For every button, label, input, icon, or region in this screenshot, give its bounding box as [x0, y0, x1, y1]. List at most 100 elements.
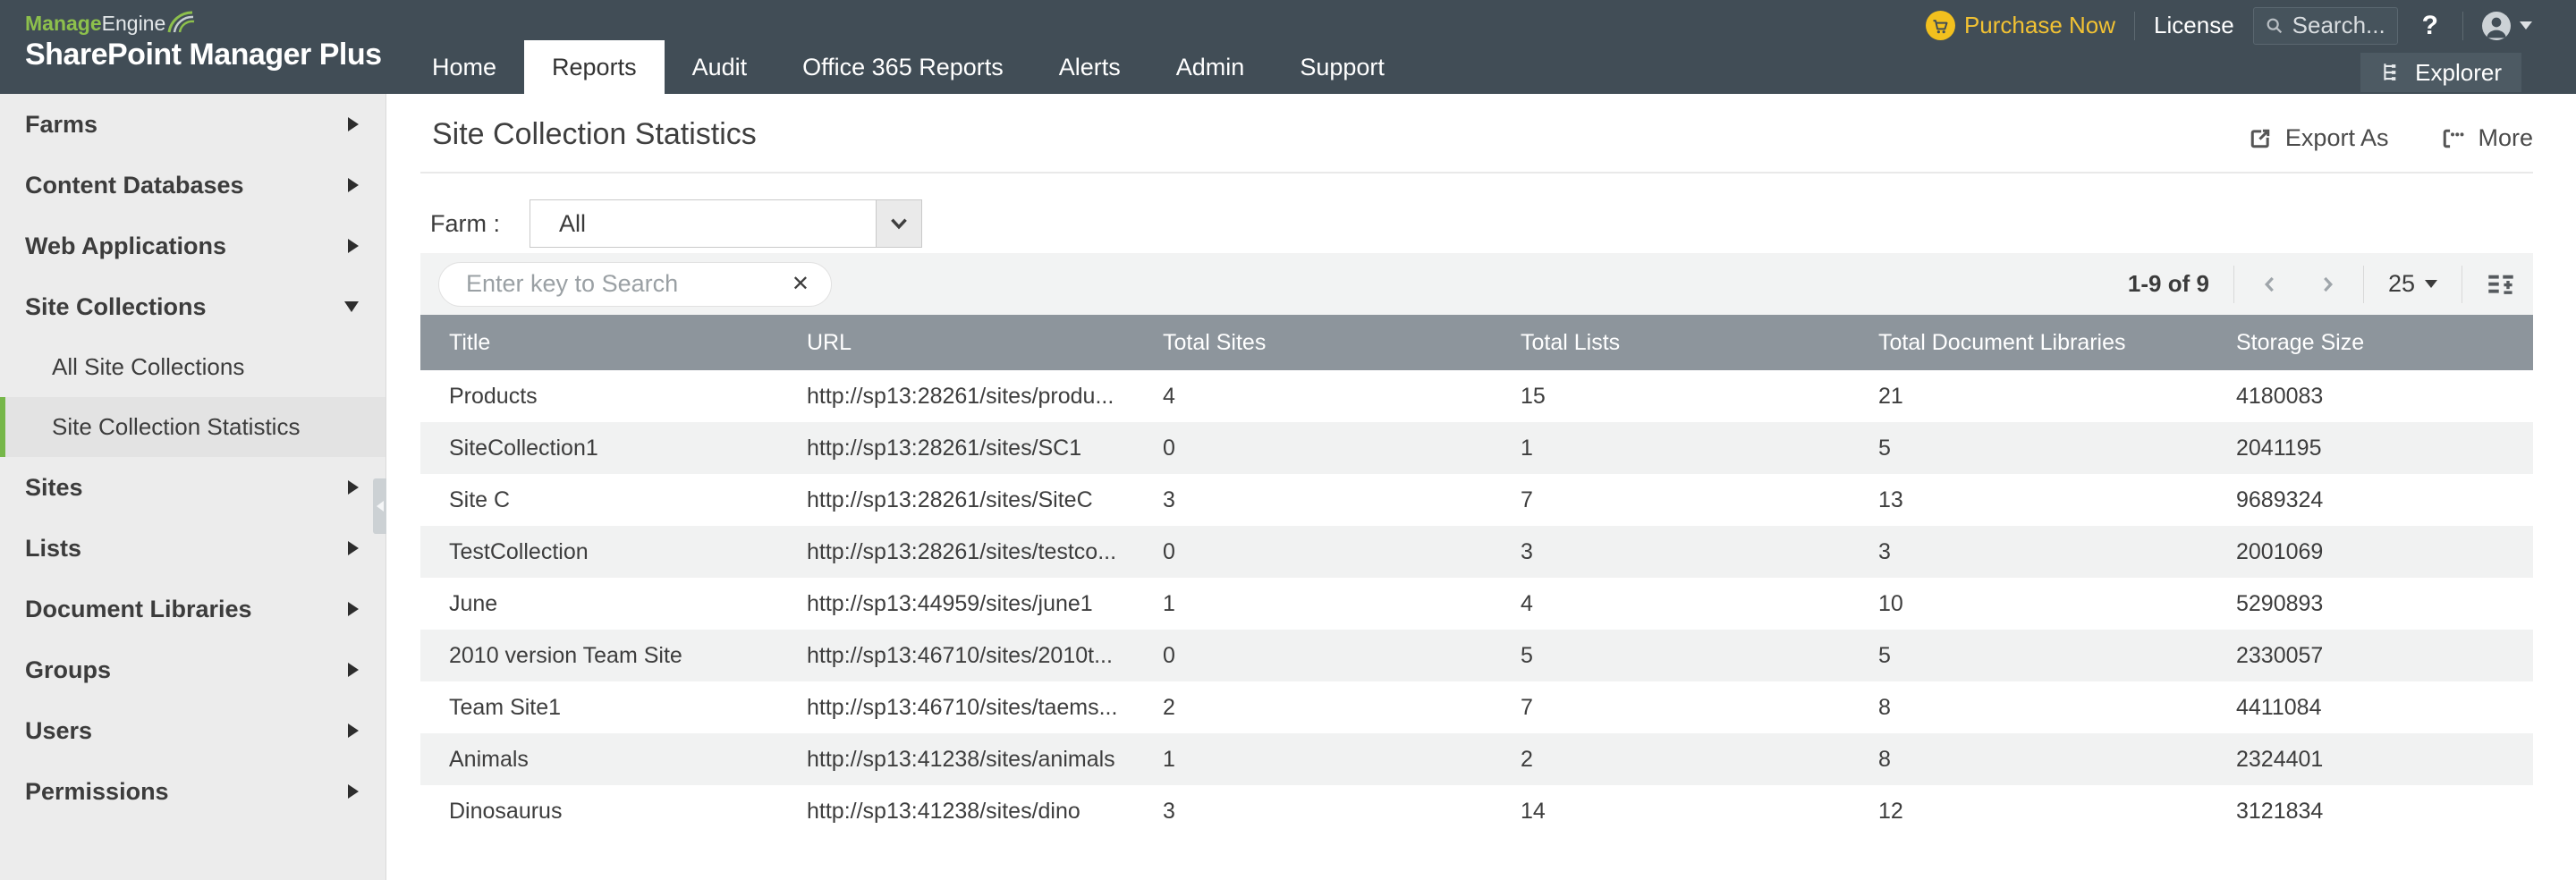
cell-total-sites: 0 — [1163, 435, 1175, 461]
column-header-url[interactable]: URL — [807, 329, 852, 355]
sidebar-item-label: Groups — [25, 656, 112, 683]
product-name: SharePoint Manager Plus — [25, 38, 382, 72]
sidebar-item-farms[interactable]: Farms — [0, 94, 386, 155]
help-button[interactable]: ? — [2421, 10, 2438, 40]
sidebar-item-label: Farms — [25, 110, 98, 138]
cell-title: Dinosaurus — [449, 798, 563, 824]
page-size-select[interactable]: 25 — [2388, 270, 2437, 298]
table-header: Title URL Total Sites Total Lists Total … — [420, 315, 2533, 370]
column-header-total-sites[interactable]: Total Sites — [1163, 329, 1267, 355]
chevron-right-icon — [348, 541, 359, 555]
table-row[interactable]: Site C http://sp13:28261/sites/SiteC 3 7… — [420, 474, 2533, 526]
cell-title: Site C — [449, 487, 511, 512]
table-row[interactable]: Products http://sp13:28261/sites/produ..… — [420, 370, 2533, 422]
table-row[interactable]: Animals http://sp13:41238/sites/animals … — [420, 733, 2533, 785]
sidebar: Farms Content Databases Web Applications… — [0, 94, 386, 880]
cell-total-document-libraries: 21 — [1878, 383, 1903, 409]
sidebar-item-groups[interactable]: Groups — [0, 639, 386, 700]
tab-alerts[interactable]: Alerts — [1058, 53, 1121, 80]
sidebar-item-site-collection-statistics[interactable]: Site Collection Statistics — [0, 397, 386, 457]
sidebar-item-users[interactable]: Users — [0, 700, 386, 761]
cell-url: http://sp13:41238/sites/animals — [807, 746, 1115, 772]
table-row[interactable]: TestCollection http://sp13:28261/sites/t… — [420, 526, 2533, 578]
clear-search-icon[interactable]: ✕ — [791, 272, 809, 296]
table-search-placeholder: Enter key to Search — [466, 270, 679, 297]
sidebar-item-lists[interactable]: Lists — [0, 518, 386, 579]
cell-title: SiteCollection1 — [449, 435, 598, 461]
cell-total-sites: 0 — [1163, 538, 1175, 564]
column-header-total-document-libraries[interactable]: Total Document Libraries — [1878, 329, 2126, 355]
sidebar-item-document-libraries[interactable]: Document Libraries — [0, 579, 386, 639]
sidebar-item-sites[interactable]: Sites — [0, 457, 386, 518]
sidebar-item-content-databases[interactable]: Content Databases — [0, 155, 386, 216]
purchase-now-button[interactable]: Purchase Now — [1925, 11, 2115, 40]
export-icon — [2250, 129, 2270, 148]
table-row[interactable]: June http://sp13:44959/sites/june1 1 4 1… — [420, 578, 2533, 630]
column-chooser-icon — [2488, 275, 2513, 294]
sidebar-item-label: Users — [25, 716, 93, 744]
sidebar-item-permissions[interactable]: Permissions — [0, 761, 386, 822]
top-bar: Manage Engine SharePoint Manager Plus Hom… — [0, 0, 2576, 94]
page-title: Site Collection Statistics — [432, 117, 757, 151]
chevron-down-icon — [344, 301, 359, 312]
cell-total-lists: 15 — [1521, 383, 1546, 409]
tab-audit[interactable]: Audit — [691, 53, 748, 80]
search-icon — [2267, 18, 2282, 33]
cell-total-sites: 1 — [1163, 590, 1175, 616]
cell-total-sites: 3 — [1163, 798, 1175, 824]
tab-office-365-reports[interactable]: Office 365 Reports — [802, 53, 1004, 80]
cell-total-lists: 7 — [1521, 694, 1533, 720]
user-menu[interactable] — [2482, 11, 2532, 40]
cell-title: Animals — [449, 746, 529, 772]
column-header-total-lists[interactable]: Total Lists — [1521, 329, 1621, 355]
cell-url: http://sp13:28261/sites/SC1 — [807, 435, 1082, 461]
cell-total-lists: 7 — [1521, 487, 1533, 512]
farm-select-chevron[interactable] — [876, 200, 921, 247]
cell-total-document-libraries: 12 — [1878, 798, 1903, 824]
global-search-input[interactable]: Search... — [2252, 6, 2398, 45]
sidebar-item-web-applications[interactable]: Web Applications — [0, 216, 386, 276]
cell-total-lists: 4 — [1521, 590, 1533, 616]
table-row[interactable]: Dinosaurus http://sp13:41238/sites/dino … — [420, 785, 2533, 837]
farm-select[interactable]: All — [530, 199, 922, 248]
sidebar-collapse-handle[interactable] — [373, 478, 386, 534]
tab-admin[interactable]: Admin — [1175, 53, 1245, 80]
table-search-input[interactable]: Enter key to Search ✕ — [438, 261, 832, 307]
tab-home[interactable]: Home — [432, 53, 497, 80]
table-row[interactable]: Team Site1 http://sp13:46710/sites/taems… — [420, 681, 2533, 733]
cell-storage-size: 2001069 — [2236, 538, 2324, 564]
more-button[interactable]: More — [2440, 124, 2533, 152]
cell-total-document-libraries: 5 — [1878, 435, 1891, 461]
license-link[interactable]: License — [2154, 12, 2234, 38]
explorer-label: Explorer — [2415, 58, 2502, 86]
sidebar-item-label: Content Databases — [25, 171, 244, 199]
table-row[interactable]: 2010 version Team Site http://sp13:46710… — [420, 630, 2533, 681]
cell-total-sites: 0 — [1163, 642, 1175, 668]
more-label: More — [2478, 124, 2533, 151]
table-row[interactable]: SiteCollection1 http://sp13:28261/sites/… — [420, 422, 2533, 474]
column-chooser-button[interactable] — [2487, 272, 2515, 297]
explorer-button[interactable]: Explorer — [2360, 53, 2521, 92]
pagination-range: 1-9 of 9 — [2127, 270, 2209, 297]
tab-reports[interactable]: Reports — [524, 40, 665, 94]
cell-total-sites: 1 — [1163, 746, 1175, 772]
tab-support[interactable]: Support — [1300, 53, 1385, 80]
sidebar-item-site-collections[interactable]: Site Collections — [0, 276, 386, 337]
cell-url: http://sp13:41238/sites/dino — [807, 798, 1080, 824]
chevron-right-icon — [2324, 276, 2333, 292]
cell-total-document-libraries: 5 — [1878, 642, 1891, 668]
farm-label: Farm : — [430, 209, 500, 237]
chevron-right-icon — [348, 784, 359, 799]
site-collection-table: Title URL Total Sites Total Lists Total … — [420, 315, 2533, 837]
column-header-title[interactable]: Title — [449, 329, 491, 355]
topbar-utility-cluster: Purchase Now License Search... ? — [1925, 0, 2532, 51]
global-search-placeholder: Search... — [2292, 12, 2385, 38]
next-page-button[interactable] — [2316, 273, 2339, 296]
export-as-button[interactable]: Export As — [2248, 124, 2388, 152]
pagination-divider — [2233, 265, 2234, 303]
column-header-storage-size[interactable]: Storage Size — [2236, 329, 2365, 355]
previous-page-button[interactable] — [2258, 273, 2282, 296]
cell-storage-size: 4411084 — [2236, 694, 2322, 720]
sidebar-item-all-site-collections[interactable]: All Site Collections — [0, 337, 386, 397]
chevron-right-icon — [348, 239, 359, 253]
